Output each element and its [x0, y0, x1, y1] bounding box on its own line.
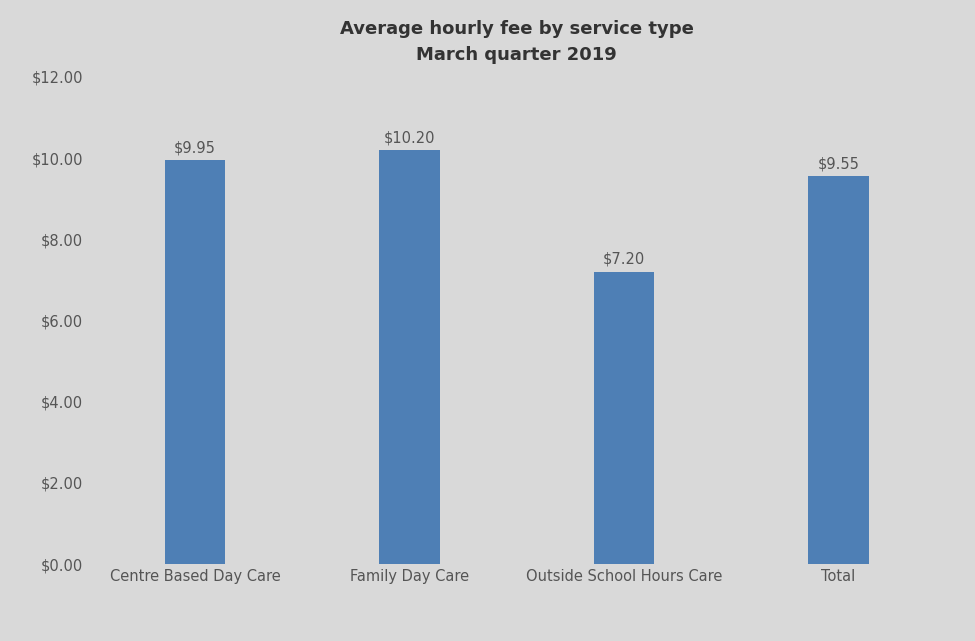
Bar: [165, 160, 225, 564]
Bar: [808, 176, 869, 564]
Bar: [379, 150, 440, 564]
Text: $10.20: $10.20: [384, 130, 435, 145]
Text: $9.95: $9.95: [175, 140, 215, 155]
Bar: [594, 272, 654, 564]
Text: $9.55: $9.55: [818, 156, 859, 172]
Title: Average hourly fee by service type
March quarter 2019: Average hourly fee by service type March…: [340, 20, 693, 64]
Text: $7.20: $7.20: [603, 252, 645, 267]
